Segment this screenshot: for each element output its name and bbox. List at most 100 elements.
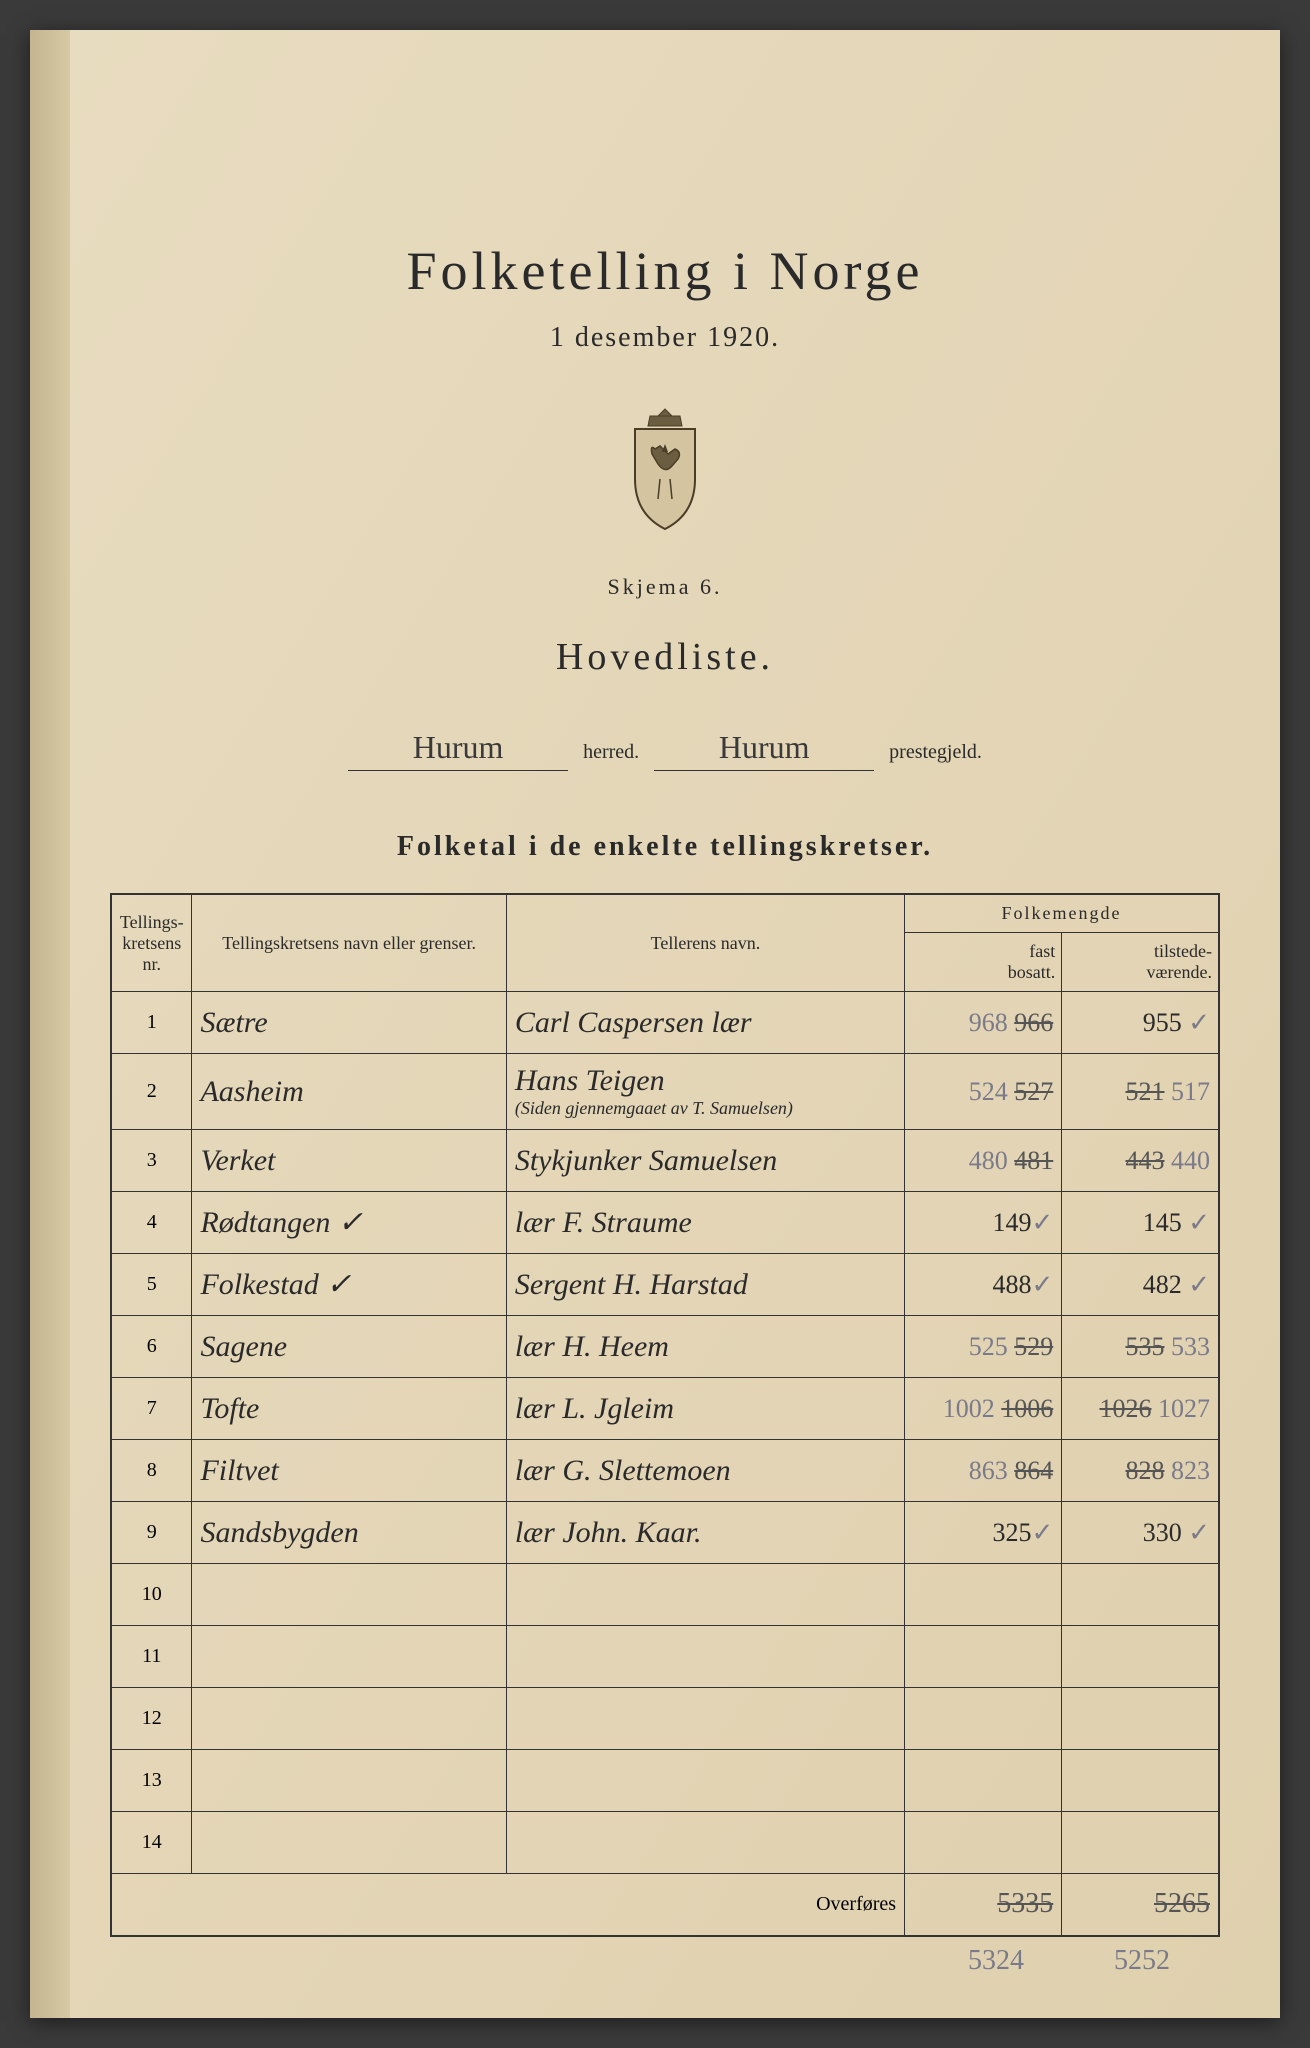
cell-fast — [905, 1564, 1062, 1626]
cell-navn — [192, 1626, 506, 1688]
table-row: 3VerketStykjunker Samuelsen480 481443 44… — [111, 1130, 1219, 1192]
cell-nr: 2 — [111, 1054, 192, 1130]
table-row: 8Filtvetlær G. Slettemoen863 864828 823 — [111, 1440, 1219, 1502]
cell-nr: 11 — [111, 1626, 192, 1688]
cell-tilstede: 443 440 — [1062, 1130, 1219, 1192]
cell-tilstede: 955 ✓ — [1062, 992, 1219, 1054]
cell-nr: 4 — [111, 1192, 192, 1254]
cell-tilstede — [1062, 1564, 1219, 1626]
table-row: 14 — [111, 1812, 1219, 1874]
cell-fast: 525 529 — [905, 1316, 1062, 1378]
total-tilstede: 5265 — [1062, 1874, 1219, 1936]
cell-fast — [905, 1626, 1062, 1688]
table-row: 6Sagenelær H. Heem525 529535 533 — [111, 1316, 1219, 1378]
th-folkemengde: Folkemengde — [905, 894, 1219, 933]
table-row: 13 — [111, 1750, 1219, 1812]
cell-navn: Tofte — [192, 1378, 506, 1440]
cell-tilstede — [1062, 1626, 1219, 1688]
cell-nr: 9 — [111, 1502, 192, 1564]
cell-nr: 13 — [111, 1750, 192, 1812]
cell-teller: Stykjunker Samuelsen — [506, 1130, 904, 1192]
main-title: Folketelling i Norge — [110, 240, 1220, 302]
cell-nr: 8 — [111, 1440, 192, 1502]
cell-tilstede: 330 ✓ — [1062, 1502, 1219, 1564]
cell-navn: Verket — [192, 1130, 506, 1192]
cell-navn: Sætre — [192, 992, 506, 1054]
cell-teller: lær F. Straume — [506, 1192, 904, 1254]
cell-tilstede — [1062, 1812, 1219, 1874]
cell-tilstede: 482 ✓ — [1062, 1254, 1219, 1316]
cell-fast: 968 966 — [905, 992, 1062, 1054]
cell-nr: 3 — [111, 1130, 192, 1192]
table-row: 5Folkestad ✓Sergent H. Harstad488✓482 ✓ — [111, 1254, 1219, 1316]
cell-teller — [506, 1688, 904, 1750]
cell-navn — [192, 1688, 506, 1750]
list-type: Hovedliste. — [110, 635, 1220, 679]
overfores-label: Overføres — [111, 1874, 905, 1936]
cell-navn: Rødtangen ✓ — [192, 1192, 506, 1254]
corrected-fast: 5324 — [968, 1945, 1024, 1977]
cell-navn: Aasheim — [192, 1054, 506, 1130]
cell-nr: 14 — [111, 1812, 192, 1874]
cell-fast: 488✓ — [905, 1254, 1062, 1316]
cell-navn — [192, 1564, 506, 1626]
th-nr: Tellings- kretsens nr. — [111, 894, 192, 992]
table-row: 2AasheimHans Teigen(Siden gjennemgaaet a… — [111, 1054, 1219, 1130]
cell-tilstede: 521 517 — [1062, 1054, 1219, 1130]
cell-teller: Hans Teigen(Siden gjennemgaaet av T. Sam… — [506, 1054, 904, 1130]
cell-tilstede: 145 ✓ — [1062, 1192, 1219, 1254]
cell-teller: lær G. Slettemoen — [506, 1440, 904, 1502]
census-table: Tellings- kretsens nr. Tellingskretsens … — [110, 893, 1220, 1937]
th-teller: Tellerens navn. — [506, 894, 904, 992]
cell-navn: Filtvet — [192, 1440, 506, 1502]
cell-fast — [905, 1750, 1062, 1812]
skjema-label: Skjema 6. — [110, 574, 1220, 600]
cell-fast: 325✓ — [905, 1502, 1062, 1564]
table-row: 1SætreCarl Caspersen lær968 966955 ✓ — [111, 992, 1219, 1054]
cell-fast: 1002 1006 — [905, 1378, 1062, 1440]
table-row: 12 — [111, 1688, 1219, 1750]
cell-navn: Sandsbygden — [192, 1502, 506, 1564]
cell-teller: lær H. Heem — [506, 1316, 904, 1378]
cell-nr: 5 — [111, 1254, 192, 1316]
table-row: 10 — [111, 1564, 1219, 1626]
cell-navn — [192, 1812, 506, 1874]
cell-teller — [506, 1626, 904, 1688]
th-fast: fast bosatt. — [905, 933, 1062, 992]
prestegjeld-value: Hurum — [654, 729, 874, 771]
table-row: 9Sandsbygdenlær John. Kaar.325✓330 ✓ — [111, 1502, 1219, 1564]
cell-navn: Folkestad ✓ — [192, 1254, 506, 1316]
cell-nr: 12 — [111, 1688, 192, 1750]
cell-fast: 149✓ — [905, 1192, 1062, 1254]
cell-nr: 1 — [111, 992, 192, 1054]
cell-teller: lær L. Jgleim — [506, 1378, 904, 1440]
table-row: 4Rødtangen ✓lær F. Straume149✓145 ✓ — [111, 1192, 1219, 1254]
cell-teller: Sergent H. Harstad — [506, 1254, 904, 1316]
cell-fast — [905, 1812, 1062, 1874]
cell-fast: 863 864 — [905, 1440, 1062, 1502]
prestegjeld-label: prestegjeld. — [889, 741, 982, 764]
cell-teller — [506, 1750, 904, 1812]
cell-teller: Carl Caspersen lær — [506, 992, 904, 1054]
total-fast: 5335 — [905, 1874, 1062, 1936]
table-row: 11 — [111, 1626, 1219, 1688]
cell-fast: 524 527 — [905, 1054, 1062, 1130]
cell-teller — [506, 1812, 904, 1874]
cell-nr: 6 — [111, 1316, 192, 1378]
cell-teller — [506, 1564, 904, 1626]
cell-teller: lær John. Kaar. — [506, 1502, 904, 1564]
cell-tilstede — [1062, 1688, 1219, 1750]
herred-value: Hurum — [348, 729, 568, 771]
th-tilstede: tilstede- værende. — [1062, 933, 1219, 992]
cell-tilstede — [1062, 1750, 1219, 1812]
cell-tilstede: 828 823 — [1062, 1440, 1219, 1502]
coat-of-arms-icon — [610, 404, 720, 534]
corrected-tilstede: 5252 — [1114, 1945, 1170, 1977]
census-page: Folketelling i Norge 1 desember 1920. Sk… — [30, 30, 1280, 2018]
cell-nr: 10 — [111, 1564, 192, 1626]
table-row: 7Toftelær L. Jgleim1002 10061026 1027 — [111, 1378, 1219, 1440]
cell-nr: 7 — [111, 1378, 192, 1440]
th-navn: Tellingskretsens navn eller grenser. — [192, 894, 506, 992]
cell-tilstede: 535 533 — [1062, 1316, 1219, 1378]
cell-fast — [905, 1688, 1062, 1750]
